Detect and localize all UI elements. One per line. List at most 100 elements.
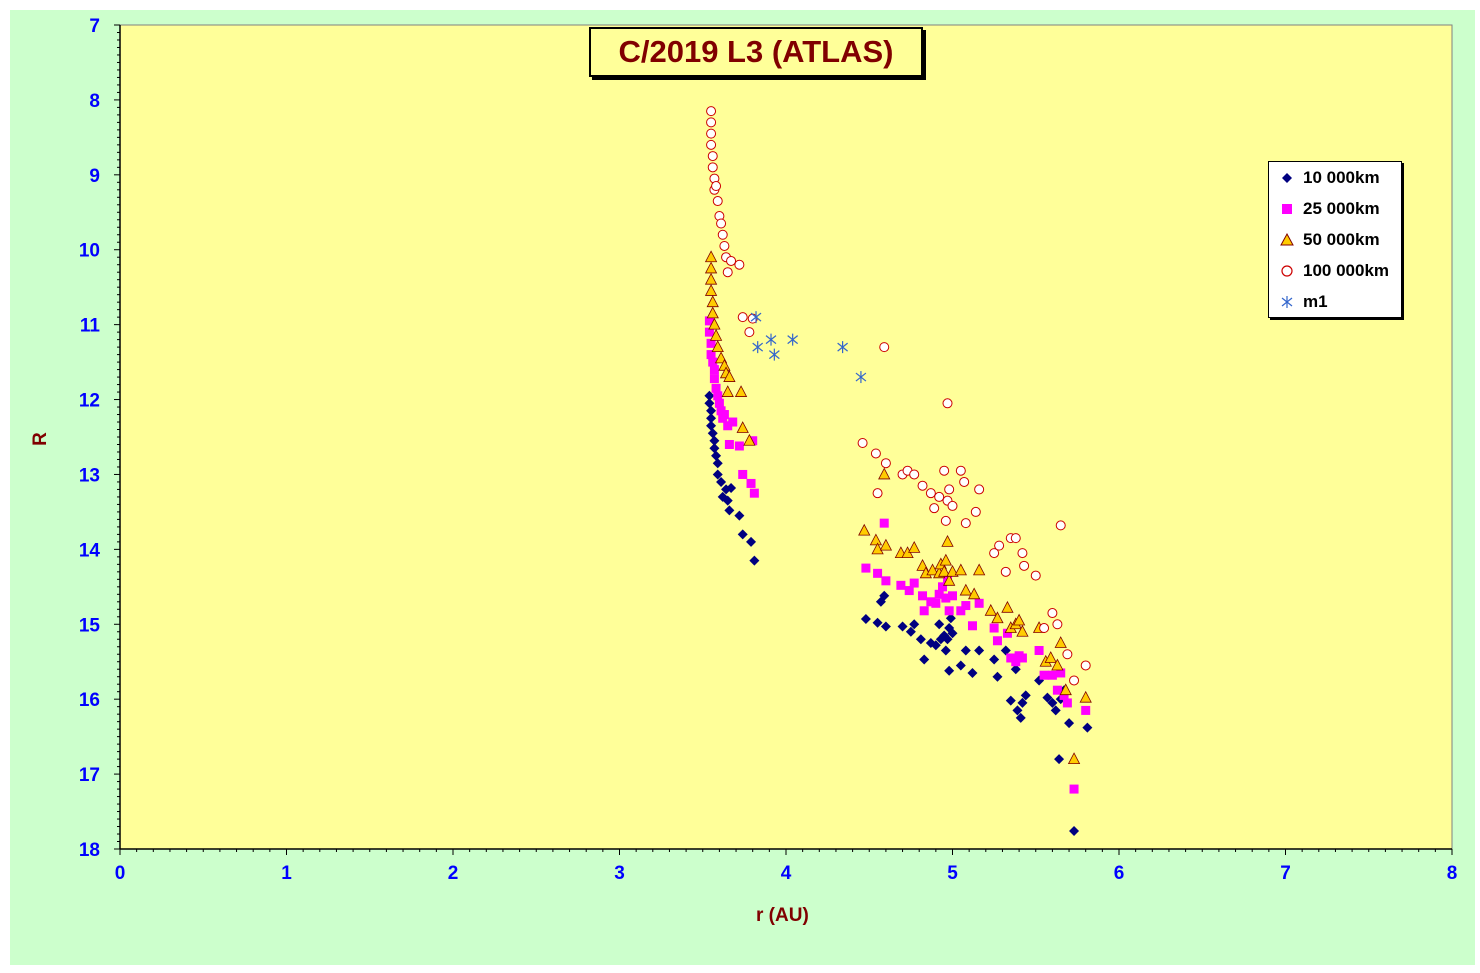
data-point bbox=[714, 398, 724, 408]
data-point bbox=[972, 563, 986, 576]
data-point bbox=[989, 548, 1000, 559]
data-point bbox=[706, 128, 717, 139]
data-point bbox=[713, 391, 723, 401]
legend-item: 50 000km bbox=[1277, 229, 1380, 251]
x-tick-label: 1 bbox=[281, 863, 292, 884]
data-point bbox=[1055, 520, 1066, 531]
data-point bbox=[1017, 697, 1028, 708]
data-point bbox=[704, 316, 714, 326]
data-point bbox=[879, 518, 889, 528]
data-point bbox=[934, 589, 944, 599]
data-point bbox=[880, 621, 891, 632]
data-point bbox=[918, 591, 928, 601]
data-point bbox=[941, 535, 954, 547]
data-point bbox=[1079, 690, 1092, 703]
data-point bbox=[1062, 698, 1072, 708]
data-point bbox=[706, 139, 717, 150]
data-point bbox=[1010, 533, 1021, 544]
star-stroke bbox=[768, 350, 780, 360]
data-point bbox=[744, 327, 755, 338]
star-stroke bbox=[750, 312, 762, 322]
data-point bbox=[734, 385, 748, 397]
x-tick-label: 5 bbox=[947, 863, 958, 884]
data-point bbox=[706, 306, 719, 319]
data-point bbox=[749, 488, 759, 498]
data-point bbox=[1006, 653, 1016, 663]
data-point bbox=[992, 671, 1003, 682]
data-point bbox=[736, 421, 749, 433]
data-point bbox=[1062, 649, 1073, 660]
data-point bbox=[1042, 692, 1053, 703]
data-point bbox=[991, 611, 1004, 624]
data-point bbox=[1017, 653, 1027, 663]
data-point bbox=[716, 476, 727, 487]
data-point bbox=[726, 482, 737, 493]
data-point bbox=[709, 443, 720, 454]
legend-item: 100 000km bbox=[1277, 260, 1389, 282]
data-point bbox=[948, 591, 957, 601]
data-point bbox=[706, 106, 717, 117]
data-point bbox=[723, 421, 733, 431]
data-point bbox=[941, 593, 951, 603]
x-tick-label: 3 bbox=[614, 863, 625, 884]
x-axis-title: r (AU) bbox=[756, 905, 809, 926]
data-point bbox=[974, 484, 985, 495]
data-point bbox=[1069, 826, 1080, 837]
data-point bbox=[919, 654, 930, 665]
data-point bbox=[722, 495, 733, 506]
data-point bbox=[961, 601, 971, 611]
x-tick-label: 2 bbox=[448, 863, 459, 884]
data-point bbox=[746, 478, 756, 488]
data-point bbox=[989, 623, 999, 633]
data-point bbox=[709, 329, 723, 341]
data-point bbox=[717, 229, 728, 240]
series-m1 bbox=[750, 311, 867, 384]
data-point bbox=[860, 614, 871, 625]
data-point bbox=[726, 255, 737, 266]
data-point bbox=[1034, 645, 1044, 655]
data-point bbox=[940, 645, 951, 656]
data-point bbox=[938, 564, 951, 577]
data-point bbox=[955, 465, 966, 476]
data-point bbox=[959, 583, 972, 596]
data-point bbox=[1059, 690, 1069, 700]
data-point bbox=[704, 398, 715, 409]
data-point bbox=[1052, 619, 1063, 630]
y-tick-label: 18 bbox=[79, 840, 100, 861]
x-tick-label: 8 bbox=[1447, 863, 1458, 884]
data-point bbox=[905, 626, 916, 637]
data-point bbox=[734, 259, 745, 270]
data-point bbox=[974, 645, 985, 656]
data-point bbox=[746, 536, 757, 547]
data-point bbox=[1001, 600, 1014, 613]
legend-label: m1 bbox=[1303, 292, 1328, 311]
data-point bbox=[1052, 685, 1062, 695]
data-point bbox=[857, 437, 868, 448]
y-tick-label: 8 bbox=[89, 91, 100, 112]
triangle-marker-icon bbox=[1280, 232, 1294, 246]
data-point bbox=[878, 467, 891, 480]
data-points bbox=[704, 106, 1093, 837]
x-tick-label: 7 bbox=[1280, 863, 1291, 884]
data-point bbox=[970, 506, 981, 517]
data-point bbox=[722, 267, 733, 278]
data-point bbox=[712, 458, 723, 469]
data-point bbox=[872, 617, 883, 628]
x-tick-label: 0 bbox=[115, 863, 126, 884]
data-point bbox=[737, 529, 748, 540]
data-point bbox=[1012, 613, 1026, 626]
data-point bbox=[738, 469, 748, 479]
data-point bbox=[1051, 658, 1064, 671]
data-point bbox=[708, 357, 718, 367]
data-point bbox=[967, 667, 978, 678]
data-point bbox=[939, 465, 950, 476]
data-point bbox=[926, 597, 936, 607]
data-point bbox=[909, 578, 919, 588]
data-point bbox=[1012, 705, 1023, 716]
data-point bbox=[709, 435, 720, 446]
data-point bbox=[929, 503, 940, 514]
data-point bbox=[1020, 690, 1031, 701]
data-point bbox=[1047, 697, 1058, 708]
x-tick-label: 4 bbox=[781, 863, 792, 884]
data-point bbox=[1000, 566, 1011, 577]
